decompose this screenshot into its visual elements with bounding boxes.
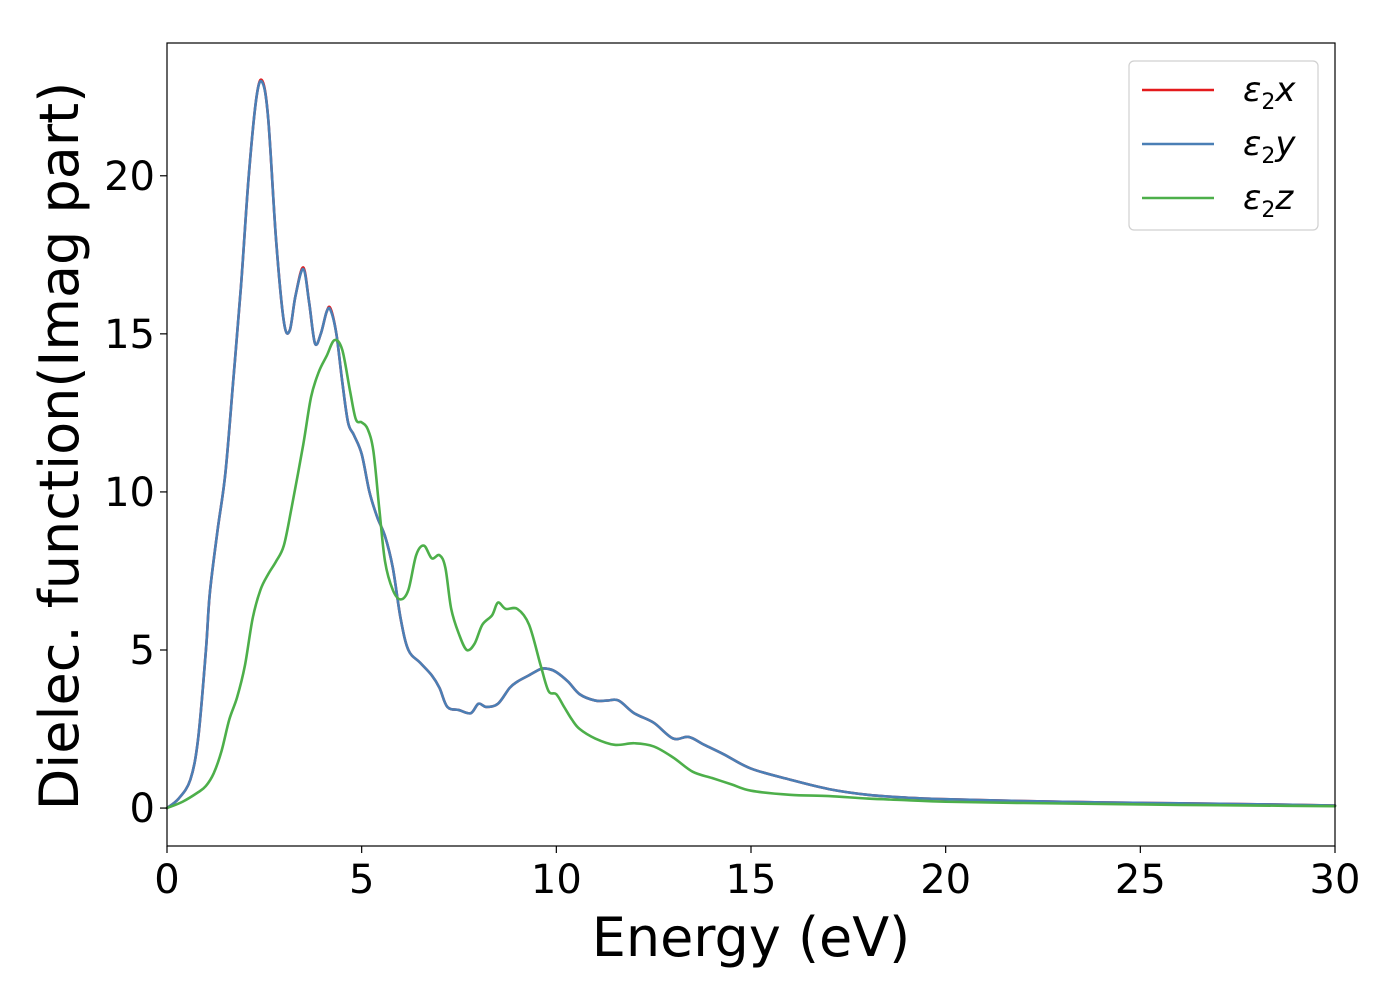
x-axis-label: Energy (eV): [592, 906, 911, 969]
y-tick-label: 0: [130, 786, 155, 832]
legend-label-y: ε2y: [1243, 124, 1296, 169]
y-axis-ticks: 0 5 10 15 20: [104, 154, 167, 832]
x-tick-label: 5: [349, 857, 374, 903]
y-axis-label: Dielec. function(Imag part): [28, 82, 91, 811]
y-tick-label: 15: [104, 312, 155, 358]
x-tick-label: 15: [726, 857, 777, 903]
legend-label-z: ε2z: [1243, 178, 1294, 223]
series-line-y: [165, 79, 1337, 810]
legend: ε2x ε2y ε2z: [1128, 60, 1319, 231]
x-tick-label: 25: [1115, 857, 1166, 903]
x-tick-label: 30: [1310, 857, 1361, 903]
y-tick-label: 10: [104, 470, 155, 516]
legend-box: [1128, 60, 1319, 231]
x-tick-label: 10: [531, 857, 582, 903]
y-tick-label: 20: [104, 154, 155, 200]
x-axis-ticks: 0 5 10 15 20 25 30: [154, 846, 1360, 903]
legend-label-x: ε2x: [1243, 70, 1296, 115]
y-tick-label: 5: [130, 628, 155, 674]
series-line-z: [165, 338, 1337, 810]
x-tick-label: 0: [154, 857, 179, 903]
plot-lines: [165, 78, 1337, 810]
x-tick-label: 20: [920, 857, 971, 903]
